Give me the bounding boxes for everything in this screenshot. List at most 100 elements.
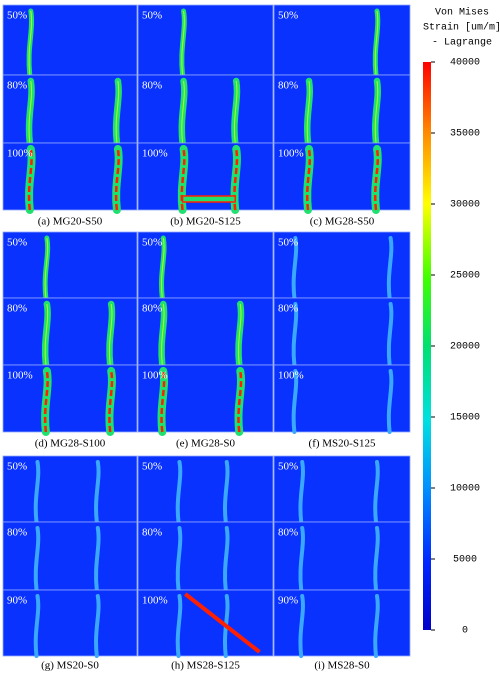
stage-label: 50% bbox=[278, 10, 298, 22]
stage-label: 90% bbox=[7, 595, 27, 607]
stage-label: 80% bbox=[142, 527, 162, 539]
crack-core bbox=[115, 80, 120, 144]
stage-label: 50% bbox=[142, 10, 162, 22]
strain-panel bbox=[2, 589, 138, 657]
stage-label: 80% bbox=[7, 80, 27, 92]
colorbar-tick-label: 30000 bbox=[450, 200, 480, 211]
crack bbox=[298, 594, 305, 658]
crack-core bbox=[374, 10, 379, 76]
colorbar-tick-label: 40000 bbox=[450, 58, 480, 69]
crack bbox=[94, 526, 101, 592]
crack-core bbox=[28, 80, 32, 144]
crack-core bbox=[374, 80, 379, 144]
stage-label: 100% bbox=[7, 148, 33, 160]
crack-core bbox=[114, 148, 120, 211]
crack bbox=[298, 526, 305, 592]
stage-label: 100% bbox=[142, 595, 168, 607]
crack bbox=[386, 369, 394, 434]
colorbar-tick-label: 15000 bbox=[450, 413, 480, 424]
crack-core bbox=[181, 80, 185, 144]
colorbar bbox=[423, 62, 431, 630]
strain-panel bbox=[2, 231, 138, 299]
crack bbox=[33, 460, 41, 524]
strain-panel bbox=[2, 4, 138, 76]
caption: (e) MG28-S0 bbox=[176, 438, 235, 450]
crack-core bbox=[27, 148, 33, 211]
strain-panel bbox=[137, 4, 274, 76]
stage-label: 90% bbox=[278, 595, 298, 607]
crack-core bbox=[181, 10, 185, 76]
colorbar-tick-label: 25000 bbox=[450, 271, 480, 282]
crack bbox=[33, 594, 41, 658]
colorbar-title: Strain [um/m] bbox=[423, 22, 500, 34]
stage-label: 50% bbox=[7, 237, 27, 249]
stage-label: 80% bbox=[142, 80, 162, 92]
stage-label: 100% bbox=[278, 148, 304, 160]
crack-core bbox=[374, 148, 379, 211]
colorbar-tick-label: 20000 bbox=[450, 342, 480, 353]
crack bbox=[175, 594, 183, 658]
stage-label: 50% bbox=[142, 237, 162, 249]
caption: (c) MG28-S50 bbox=[310, 216, 375, 228]
strain-panel bbox=[273, 521, 411, 591]
caption: (i) MS28-S0 bbox=[314, 660, 370, 672]
crack-diag bbox=[184, 592, 261, 654]
crack bbox=[298, 460, 305, 524]
stage-label: 80% bbox=[278, 80, 298, 92]
crack bbox=[386, 236, 394, 300]
crack-core bbox=[161, 303, 165, 366]
stage-label: 100% bbox=[142, 370, 168, 382]
colorbar-tick-label: 0 bbox=[462, 626, 468, 637]
crack-core bbox=[160, 370, 166, 433]
caption: (d) MG28-S100 bbox=[35, 438, 106, 450]
strain-panel bbox=[273, 74, 411, 144]
crack bbox=[175, 460, 183, 524]
caption: (a) MG20-S50 bbox=[38, 216, 103, 228]
crack bbox=[94, 594, 101, 658]
colorbar-title: Von Mises bbox=[435, 7, 489, 19]
caption: (g) MS20-S0 bbox=[41, 660, 99, 672]
crack bbox=[223, 526, 230, 592]
crack bbox=[94, 460, 101, 524]
crack bbox=[373, 594, 380, 658]
strain-panel bbox=[273, 4, 411, 76]
crack bbox=[223, 594, 230, 658]
stage-label: 50% bbox=[278, 237, 298, 249]
strain-panel bbox=[137, 74, 274, 144]
crack-core bbox=[180, 148, 186, 211]
crack-core bbox=[44, 237, 49, 299]
crack bbox=[291, 236, 299, 300]
strain-panel bbox=[137, 521, 274, 591]
strain-panel bbox=[273, 589, 411, 657]
strain-panel bbox=[273, 142, 411, 211]
colorbar-tick-label: 5000 bbox=[453, 555, 477, 566]
crack bbox=[33, 526, 41, 592]
crack bbox=[386, 302, 394, 367]
stage-label: 50% bbox=[142, 461, 162, 473]
crack-core bbox=[237, 370, 243, 433]
crack-bridge bbox=[181, 195, 236, 203]
crack-core bbox=[233, 148, 239, 211]
crack-core bbox=[108, 370, 114, 433]
stage-label: 80% bbox=[7, 527, 27, 539]
stage-label: 100% bbox=[278, 370, 304, 382]
stage-label: 80% bbox=[7, 303, 27, 315]
crack-core bbox=[28, 10, 33, 76]
crack bbox=[291, 302, 299, 367]
crack bbox=[373, 460, 380, 524]
stage-label: 100% bbox=[142, 148, 168, 160]
crack-core bbox=[109, 303, 113, 366]
stage-label: 80% bbox=[142, 303, 162, 315]
crack-core bbox=[306, 148, 311, 211]
stage-label: 50% bbox=[278, 461, 298, 473]
stage-label: 80% bbox=[278, 527, 298, 539]
crack-core bbox=[161, 237, 165, 299]
stage-label: 80% bbox=[278, 303, 298, 315]
colorbar-tick-label: 10000 bbox=[450, 484, 480, 495]
crack-core bbox=[306, 80, 311, 144]
crack bbox=[291, 369, 299, 434]
caption: (h) MS28-S125 bbox=[171, 660, 240, 672]
crack bbox=[223, 460, 230, 524]
caption: (b) MG20-S125 bbox=[170, 216, 241, 228]
